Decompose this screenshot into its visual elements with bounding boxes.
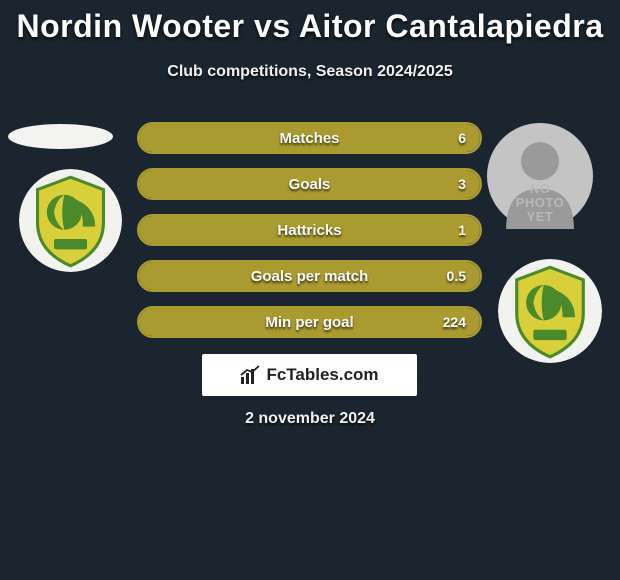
stat-label: Hattricks xyxy=(139,222,480,239)
date-label: 2 november 2024 xyxy=(0,410,620,428)
stat-value-right: 1 xyxy=(458,222,466,238)
stat-label: Goals xyxy=(139,176,480,193)
club-crest-icon xyxy=(498,259,602,363)
stat-value-right: 0.5 xyxy=(447,268,466,284)
left-club-badge xyxy=(19,169,122,272)
stat-label: Min per goal xyxy=(139,314,480,331)
stat-row: Min per goal224 xyxy=(137,306,482,338)
right-club-badge xyxy=(498,259,602,363)
stat-value-right: 3 xyxy=(458,176,466,192)
subtitle: Club competitions, Season 2024/2025 xyxy=(0,63,620,81)
watermark-text: FcTables.com xyxy=(266,365,378,385)
stat-row: Goals3 xyxy=(137,168,482,200)
watermark: FcTables.com xyxy=(202,354,417,396)
stat-row: Goals per match0.5 xyxy=(137,260,482,292)
stat-row: Matches6 xyxy=(137,122,482,154)
club-crest-icon xyxy=(19,169,122,272)
stat-value-right: 6 xyxy=(458,130,466,146)
stat-row: Hattricks1 xyxy=(137,214,482,246)
stat-value-right: 224 xyxy=(443,314,466,330)
right-player-avatar: NO PHOTO YET xyxy=(487,123,593,229)
stat-label: Matches xyxy=(139,130,480,147)
chart-icon xyxy=(240,365,260,385)
left-player-avatar xyxy=(8,124,113,149)
no-photo-label: NO PHOTO YET xyxy=(487,182,593,223)
page-title: Nordin Wooter vs Aitor Cantalapiedra xyxy=(0,0,620,45)
stat-label: Goals per match xyxy=(139,268,480,285)
stats-panel: Matches6 Goals3 Hattricks1 Goals per match0… xyxy=(137,122,482,352)
